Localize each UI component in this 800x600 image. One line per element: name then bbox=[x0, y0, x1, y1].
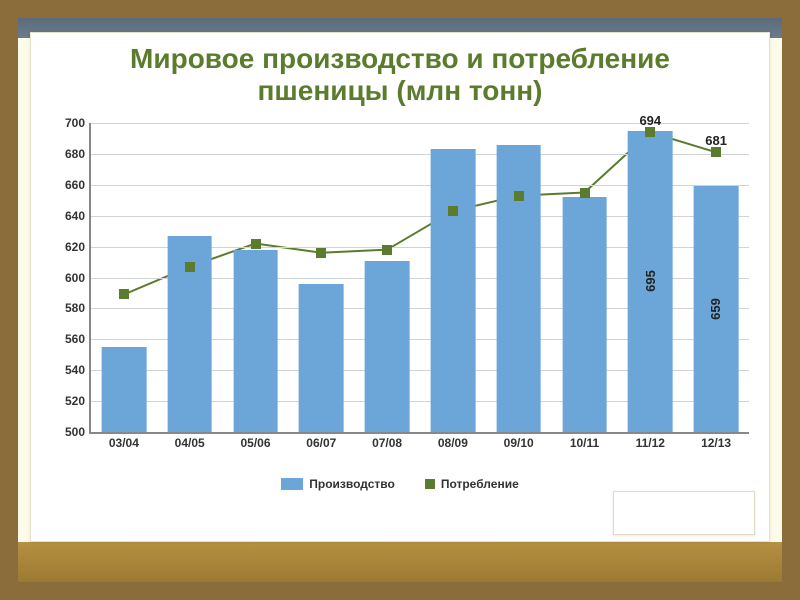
line-marker bbox=[185, 262, 195, 272]
ytick-label: 560 bbox=[65, 332, 85, 346]
ytick-label: 520 bbox=[65, 394, 85, 408]
line-marker bbox=[514, 191, 524, 201]
bar bbox=[365, 261, 410, 432]
ytick-label: 600 bbox=[65, 271, 85, 285]
bar bbox=[299, 284, 344, 432]
chart-area: 5005205405605806006206406606807006956590… bbox=[41, 123, 749, 456]
legend-marker-swatch bbox=[425, 479, 435, 489]
line-value-label: 694 bbox=[639, 113, 661, 128]
bar: 659 bbox=[694, 186, 739, 432]
line-marker bbox=[580, 188, 590, 198]
legend-bar-swatch bbox=[281, 478, 303, 490]
line-marker bbox=[711, 147, 721, 157]
ytick-label: 620 bbox=[65, 240, 85, 254]
xtick-label: 08/09 bbox=[438, 436, 468, 450]
xtick-label: 09/10 bbox=[504, 436, 534, 450]
footer-box bbox=[613, 491, 755, 535]
chart-legend: Производство Потребление bbox=[31, 477, 769, 491]
bar-value-label: 659 bbox=[709, 298, 724, 320]
line-marker bbox=[119, 289, 129, 299]
bar bbox=[562, 197, 607, 432]
xtick-label: 06/07 bbox=[306, 436, 336, 450]
line-marker bbox=[382, 245, 392, 255]
xtick-label: 07/08 bbox=[372, 436, 402, 450]
xtick-label: 05/06 bbox=[240, 436, 270, 450]
xtick-label: 04/05 bbox=[175, 436, 205, 450]
ytick-label: 500 bbox=[65, 425, 85, 439]
xtick-label: 12/13 bbox=[701, 436, 731, 450]
bar bbox=[496, 145, 541, 432]
slide-frame: Мировое производство и потребление пшени… bbox=[0, 0, 800, 600]
line-marker bbox=[251, 239, 261, 249]
ytick-label: 680 bbox=[65, 147, 85, 161]
legend-label-production: Производство bbox=[309, 477, 395, 491]
chart-panel: Мировое производство и потребление пшени… bbox=[30, 32, 770, 542]
legend-item-production: Производство bbox=[281, 477, 395, 491]
xtick-label: 11/12 bbox=[636, 436, 665, 450]
line-value-label: 681 bbox=[705, 133, 727, 148]
xtick-label: 03/04 bbox=[109, 436, 139, 450]
ytick-label: 580 bbox=[65, 301, 85, 315]
line-marker bbox=[448, 206, 458, 216]
ytick-label: 700 bbox=[65, 116, 85, 130]
bar-value-label: 695 bbox=[643, 271, 658, 293]
bar bbox=[102, 347, 147, 432]
bg-wheat-strip bbox=[18, 542, 782, 582]
chart-title: Мировое производство и потребление пшени… bbox=[61, 43, 739, 107]
ytick-label: 660 bbox=[65, 178, 85, 192]
bar: 695 bbox=[628, 131, 673, 432]
line-marker bbox=[316, 248, 326, 258]
ytick-label: 640 bbox=[65, 209, 85, 223]
line-marker bbox=[645, 127, 655, 137]
bar bbox=[233, 250, 278, 432]
ytick-label: 540 bbox=[65, 363, 85, 377]
bar bbox=[431, 149, 476, 432]
legend-item-consumption: Потребление bbox=[425, 477, 519, 491]
legend-label-consumption: Потребление bbox=[441, 477, 519, 491]
xtick-label: 10/11 bbox=[570, 436, 599, 450]
plot-area: 5005205405605806006206406606807006956590… bbox=[89, 123, 749, 434]
